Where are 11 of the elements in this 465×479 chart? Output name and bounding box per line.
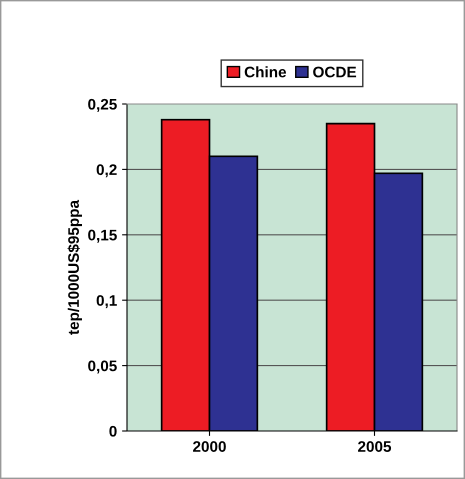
y-tick-label: 0,05 <box>88 360 117 374</box>
x-tick-label: 2000 <box>193 441 226 452</box>
y-tick-label: 0 <box>109 426 117 437</box>
legend-label: OCDE <box>313 66 356 78</box>
y-axis-title: tep/1000US$95ppa <box>67 200 82 335</box>
y-tick-label: 0,2 <box>96 164 117 178</box>
x-tick-label: 2005 <box>358 441 392 452</box>
y-tick-label: 0,25 <box>88 98 117 112</box>
y-tick-label: 0,1 <box>96 295 117 308</box>
y-tick-label: 0,15 <box>88 230 117 243</box>
legend-label: Chine <box>244 66 286 78</box>
